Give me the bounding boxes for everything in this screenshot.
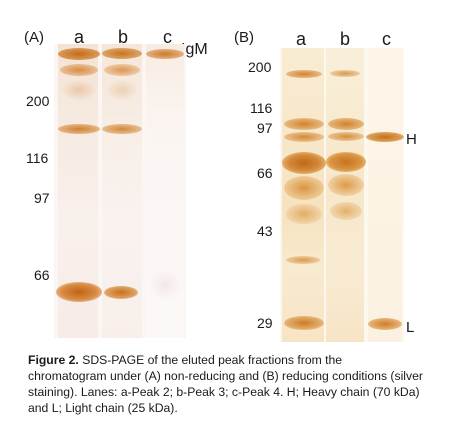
panel-b-band-a-95 <box>284 132 324 142</box>
panel-b-band-a-light-chain <box>284 316 324 330</box>
panel-a-band-b-igm2 <box>104 64 140 76</box>
panel-b-band-a-60 <box>284 176 324 200</box>
panel-b-band-c-light-chain <box>368 318 402 330</box>
panel-b-lane-a: a <box>296 29 307 49</box>
panel-b-band-a-110 <box>284 118 324 130</box>
panel-b-label: (B) <box>234 29 254 46</box>
panel-b-marker-29: 29 <box>257 315 273 331</box>
panel-b-marker-97: 97 <box>257 120 273 136</box>
panel-a-lane-b: b <box>118 27 129 47</box>
panel-b-band-a-40 <box>286 256 320 264</box>
panel-b-band-a-70 <box>282 152 326 174</box>
figure-caption-text: SDS-PAGE of the eluted peak fractions fr… <box>28 353 423 415</box>
panel-b-band-b-95 <box>328 132 364 141</box>
panel-a-band-a-igm2 <box>60 64 98 76</box>
panel-a-band-a-66 <box>56 282 102 302</box>
panel-b-lane-c-track <box>368 48 402 342</box>
panel-a-band-a-igm <box>58 48 100 60</box>
panel-a-band-b-180 <box>102 124 142 134</box>
panel-a-marker-97: 97 <box>34 190 50 206</box>
panel-a-marker-200: 200 <box>26 93 50 109</box>
panel-b-band-b-200 <box>330 70 360 77</box>
panel-b-band-a-50 <box>286 204 322 224</box>
panel-a-label: (A) <box>24 29 44 46</box>
panel-a-gel <box>54 44 186 338</box>
panel-a-band-b-igm <box>102 48 142 59</box>
panel-a-band-a-180 <box>58 124 100 134</box>
panel-a-lane-a: a <box>74 27 85 47</box>
panel-b-lane-c: c <box>382 29 391 49</box>
panel-b-band-b-110 <box>328 118 364 130</box>
panel-b-marker-116: 116 <box>250 100 273 116</box>
panel-a-lane-c: c <box>163 27 172 47</box>
panel-b-marker-200: 200 <box>248 59 272 75</box>
panel-b-band-b-50 <box>330 202 362 220</box>
panel-a-igm-label: IgM <box>181 41 208 58</box>
panel-a-band-b-smear <box>106 80 138 100</box>
panel-a-marker-116: 116 <box>26 150 49 166</box>
panel-b-band-c-heavy-chain <box>366 132 404 142</box>
panel-b-band-b-70 <box>326 152 366 172</box>
panel-b-band-b-light-chain <box>328 316 364 330</box>
figure-caption: Figure 2. SDS-PAGE of the eluted peak fr… <box>28 352 424 416</box>
panel-b-marker-66: 66 <box>257 165 273 181</box>
panel-a-band-c-igm <box>146 49 184 59</box>
panel-a-marker-66: 66 <box>34 267 50 283</box>
panel-a-band-c-66 <box>150 270 180 300</box>
panel-b-heavy-chain-label: H <box>406 131 417 148</box>
panel-a-band-b-66 <box>104 286 138 299</box>
panel-a-band-a-smear <box>62 80 96 100</box>
panel-b-light-chain-label: L <box>406 319 415 336</box>
panel-b-gel <box>280 48 404 342</box>
panel-b-band-b-60 <box>328 174 364 196</box>
panel-b-marker-43: 43 <box>257 223 273 239</box>
panel-b-band-a-200 <box>286 70 322 78</box>
figure-caption-label: Figure 2. <box>28 353 79 367</box>
panel-b-lane-b: b <box>340 29 351 49</box>
